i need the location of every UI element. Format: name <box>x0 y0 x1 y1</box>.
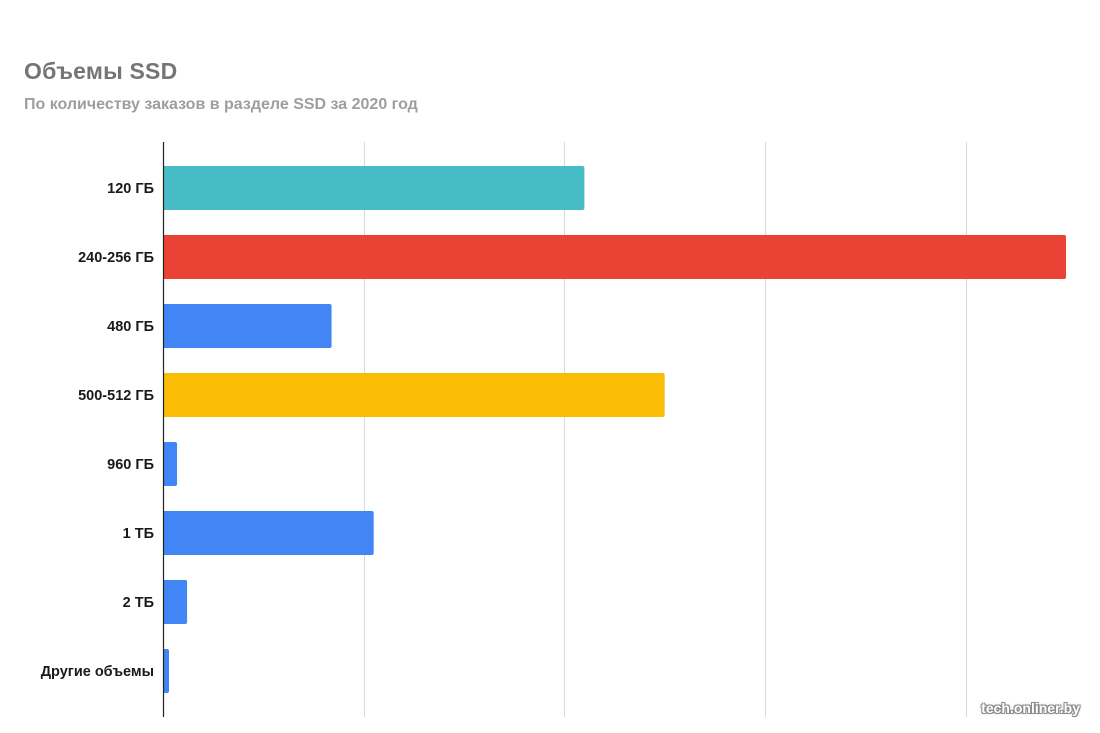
category-label-5: 960 ГБ <box>107 457 154 473</box>
bar-1 <box>163 166 585 210</box>
bar-8 <box>163 649 170 693</box>
category-label-4: 500-512 ГБ <box>78 388 154 404</box>
chart-subtitle: По количеству заказов в разделе SSD за 2… <box>24 96 418 113</box>
category-label-6: 1 ТБ <box>123 526 154 542</box>
bar-6 <box>163 511 374 555</box>
bar-7 <box>163 580 188 624</box>
category-label-2: 240-256 ГБ <box>78 250 154 266</box>
category-label-3: 480 ГБ <box>107 319 154 335</box>
category-label-7: 2 ТБ <box>123 595 154 611</box>
category-label-8: Другие объемы <box>41 664 154 680</box>
category-label-1: 120 ГБ <box>107 181 154 197</box>
watermark-text: tech.onliner.by <box>981 700 1080 716</box>
bar-2 <box>163 235 1066 279</box>
chart-title: Объемы SSD <box>24 58 178 84</box>
bar-3 <box>163 304 332 348</box>
bar-4 <box>163 373 665 417</box>
bar-5 <box>163 442 178 486</box>
